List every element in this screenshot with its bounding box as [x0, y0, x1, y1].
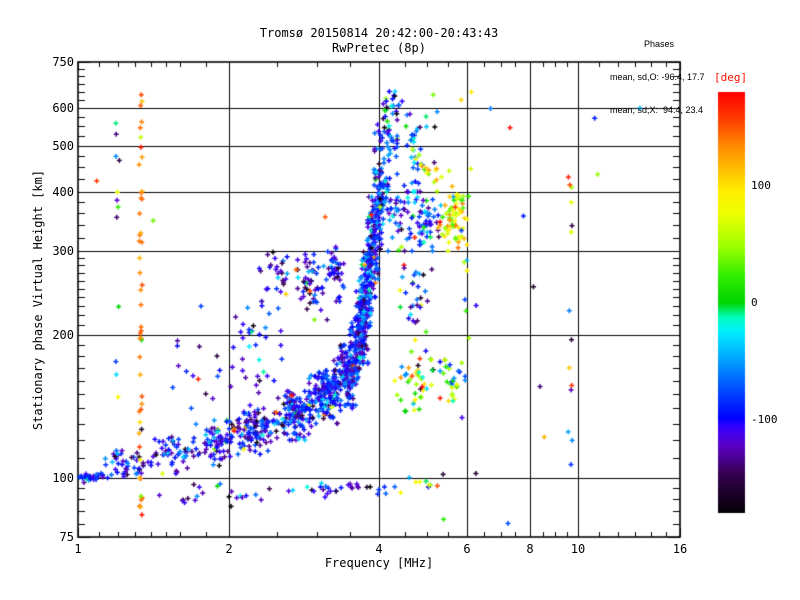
x-tick-label: 1 [74, 542, 82, 556]
plot-subtitle: RwPretec (8p) [332, 41, 426, 55]
phase-stats-header: Phases [644, 39, 675, 49]
y-tick-label: 750 [52, 55, 74, 69]
x-axis-title: Frequency [MHz] [324, 556, 434, 570]
x-tick-label: 2 [225, 542, 233, 556]
y-tick-label: 200 [52, 328, 74, 342]
y-tick-label: 400 [52, 185, 74, 199]
x-tick-label: 8 [526, 542, 534, 556]
y-axis-title: Stationary phase Virtual Height [km] [31, 169, 45, 431]
colorbar-unit-label: [deg] [714, 71, 748, 84]
x-tick-label: 10 [570, 542, 586, 556]
colorbar-tick-label: 100 [751, 179, 771, 192]
phase-stats-x-line: mean, sd,X: 94.4, 23.4 [610, 105, 704, 115]
colorbar-tick-label: 0 [751, 296, 758, 309]
y-tick-label: 100 [52, 471, 74, 485]
plot-title: Tromsø 20150814 20:42:00-20:43:43 [259, 26, 499, 40]
y-tick-label: 75 [59, 530, 74, 544]
y-tick-label: 300 [52, 244, 74, 258]
x-tick-label: 6 [463, 542, 471, 556]
phase-stats-o-line: mean, sd,O: -96.4, 17.7 [610, 72, 705, 82]
phase-stats: Phases mean, sd,O: -96.4, 17.7 mean, sd,… [610, 17, 705, 138]
y-tick-label: 600 [52, 101, 74, 115]
x-tick-label: 4 [375, 542, 383, 556]
colorbar-tick-label: -100 [751, 413, 778, 426]
x-tick-label: 16 [672, 542, 688, 556]
y-tick-label: 500 [52, 139, 74, 153]
